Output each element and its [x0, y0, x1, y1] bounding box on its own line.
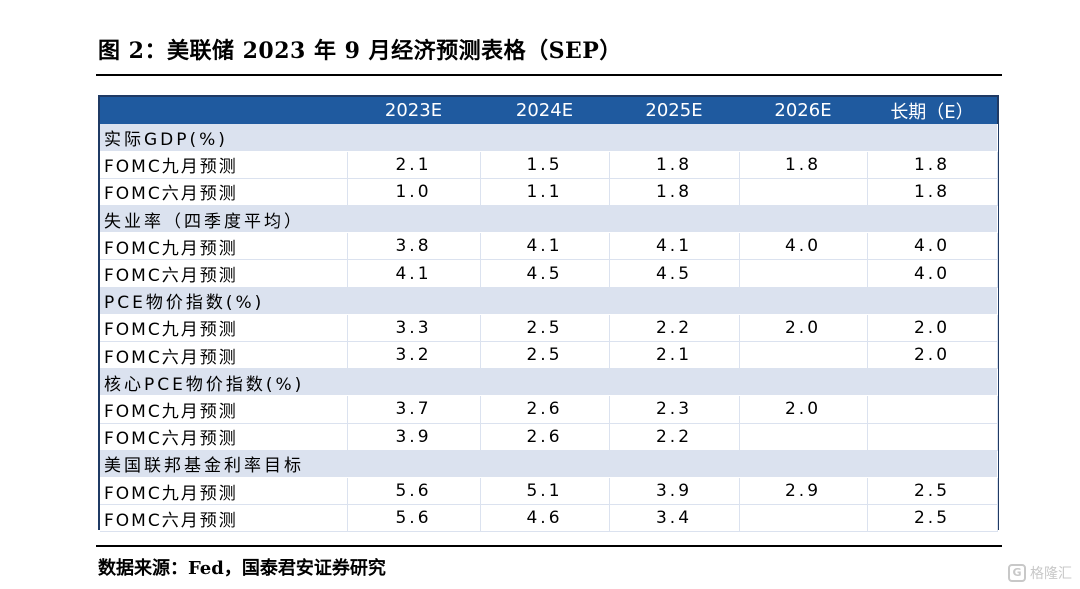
table-row: FOMC六月预测 4.1 4.5 4.5 4.0	[100, 259, 998, 288]
section-title: PCE物价指数(%)	[100, 287, 998, 315]
table-cell: 4.1	[347, 259, 481, 288]
table-cell: 4.6	[480, 504, 610, 533]
table-cell: 2.5	[480, 341, 610, 370]
row-label: FOMC九月预测	[100, 395, 348, 424]
section-title: 实际GDP(%)	[100, 124, 998, 152]
table-cell	[867, 423, 998, 451]
source-note: 数据来源：Fed，国泰君安证券研究	[98, 558, 386, 579]
row-label: FOMC六月预测	[100, 259, 348, 288]
table-cell: 4.0	[739, 232, 868, 261]
table-cell: 4.1	[480, 232, 610, 261]
table-row: FOMC六月预测 5.6 4.6 3.4 2.5	[100, 504, 998, 533]
watermark-text: 格隆汇	[1030, 566, 1072, 582]
table-cell: 4.5	[609, 259, 740, 288]
header-cell-long-run: 长期（E）	[867, 97, 997, 124]
table-cell: 3.9	[609, 477, 740, 506]
table-cell: 3.9	[347, 423, 481, 451]
table-cell: 3.4	[609, 504, 740, 533]
table-row: FOMC九月预测 2.1 1.5 1.8 1.8 1.8	[100, 151, 998, 179]
table-cell: 2.5	[480, 314, 610, 343]
section-row-fed-funds-rate: 美国联邦基金利率目标	[100, 450, 998, 478]
title-divider	[96, 74, 1002, 76]
row-label: FOMC六月预测	[100, 341, 348, 370]
table-cell: 2.0	[867, 314, 998, 343]
section-row-pce: PCE物价指数(%)	[100, 287, 998, 315]
table-cell	[739, 178, 868, 207]
sep-table-container: 2023E 2024E 2025E 2026E 长期（E） 实际GDP(%) F…	[98, 95, 999, 533]
section-row-core-pce: 核心PCE物价指数(%)	[100, 368, 998, 397]
table-cell: 2.0	[739, 395, 868, 424]
table-cell: 1.8	[867, 178, 998, 207]
table-cell: 5.1	[480, 477, 610, 506]
table-cell: 4.0	[867, 232, 998, 261]
sep-table: 2023E 2024E 2025E 2026E 长期（E） 实际GDP(%) F…	[100, 97, 998, 533]
table-row: FOMC九月预测 3.3 2.5 2.2 2.0 2.0	[100, 314, 998, 343]
table-header-row: 2023E 2024E 2025E 2026E 长期（E）	[100, 97, 997, 124]
table-cell: 3.7	[347, 395, 481, 424]
table-cell: 2.1	[347, 151, 481, 179]
table-cell: 4.5	[480, 259, 610, 288]
table-cell: 4.1	[609, 232, 740, 261]
table-cell	[867, 395, 998, 424]
table-cell: 1.1	[480, 178, 610, 207]
section-title: 美国联邦基金利率目标	[100, 450, 998, 478]
table-cell: 1.0	[347, 178, 481, 207]
section-title: 失业率（四季度平均）	[100, 205, 998, 234]
table-cell	[739, 423, 868, 451]
section-title: 核心PCE物价指数(%)	[100, 368, 998, 397]
table-cell: 5.6	[347, 477, 481, 506]
row-label: FOMC六月预测	[100, 423, 348, 451]
table-cell: 1.5	[480, 151, 610, 179]
table-cell: 2.3	[609, 395, 740, 424]
table-cell: 1.8	[609, 178, 740, 207]
table-row: FOMC六月预测 3.9 2.6 2.2	[100, 423, 998, 451]
table-row: FOMC九月预测 3.7 2.6 2.3 2.0	[100, 395, 998, 424]
row-label: FOMC六月预测	[100, 178, 348, 207]
table-row: FOMC六月预测 3.2 2.5 2.1 2.0	[100, 341, 998, 370]
table-cell: 2.0	[867, 341, 998, 370]
table-cell: 2.6	[480, 395, 610, 424]
table-cell: 2.2	[609, 314, 740, 343]
source-divider	[96, 545, 1002, 547]
watermark: G 格隆汇	[1008, 563, 1072, 583]
table-cell: 1.8	[609, 151, 740, 179]
table-cell: 2.6	[480, 423, 610, 451]
header-cell-2026e: 2026E	[739, 97, 867, 124]
table-cell: 3.3	[347, 314, 481, 343]
row-label: FOMC九月预测	[100, 314, 348, 343]
table-row: FOMC六月预测 1.0 1.1 1.8 1.8	[100, 178, 998, 207]
header-cell-2025e: 2025E	[609, 97, 739, 124]
table-cell: 2.2	[609, 423, 740, 451]
header-cell-2024e: 2024E	[480, 97, 609, 124]
table-cell: 2.0	[739, 314, 868, 343]
table-cell	[739, 259, 868, 288]
table-cell: 3.2	[347, 341, 481, 370]
section-row-real-gdp: 实际GDP(%)	[100, 124, 998, 152]
row-label: FOMC六月预测	[100, 504, 348, 533]
table-cell	[739, 341, 868, 370]
table-row: FOMC九月预测 5.6 5.1 3.9 2.9 2.5	[100, 477, 998, 506]
figure-title: 图 2：美联储 2023 年 9 月经济预测表格（SEP）	[98, 38, 622, 64]
row-label: FOMC九月预测	[100, 477, 348, 506]
table-cell: 2.1	[609, 341, 740, 370]
table-cell: 2.5	[867, 477, 998, 506]
row-label: FOMC九月预测	[100, 151, 348, 179]
header-cell-2023e: 2023E	[347, 97, 480, 124]
table-cell: 1.8	[867, 151, 998, 179]
section-row-unemployment: 失业率（四季度平均）	[100, 205, 998, 234]
table-cell	[739, 504, 868, 533]
table-cell: 3.8	[347, 232, 481, 261]
table-cell: 1.8	[739, 151, 868, 179]
table-cell: 5.6	[347, 504, 481, 533]
table-cell: 4.0	[867, 259, 998, 288]
watermark-logo-icon: G	[1008, 564, 1026, 582]
table-cell: 2.9	[739, 477, 868, 506]
table-cell: 2.5	[867, 504, 998, 533]
header-cell-label	[100, 97, 347, 124]
row-label: FOMC九月预测	[100, 232, 348, 261]
table-row: FOMC九月预测 3.8 4.1 4.1 4.0 4.0	[100, 232, 998, 261]
